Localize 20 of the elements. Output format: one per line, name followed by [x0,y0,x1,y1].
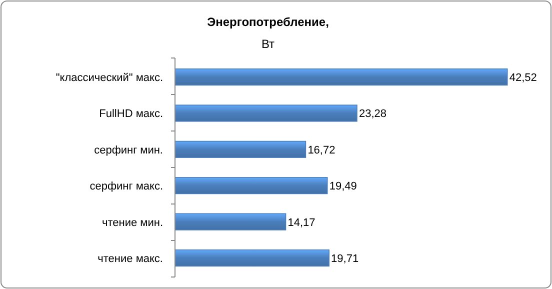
bar [174,177,328,194]
y-tick-label: "классический" макс. [56,72,163,84]
y-tick-label: чтение мин. [102,216,163,229]
bar [174,213,286,230]
data-label: 23,28 [358,108,386,120]
bar [174,104,358,122]
chart-subtitle: Вт [261,37,276,51]
data-label: 14,17 [288,216,316,229]
y-tick-label: чтение макс. [98,252,163,265]
data-label: 16,72 [308,144,336,156]
bar [174,68,508,86]
data-label: 19,71 [331,252,359,265]
y-tick-label: серфинг мин. [94,144,163,156]
bar [174,249,330,267]
bar [174,140,306,158]
y-tick-label: FullHD макс. [99,108,163,120]
y-tick-label: серфинг макс. [90,180,163,193]
chart-title: Энергопотребление, [207,15,329,29]
data-label: 19,49 [329,180,357,193]
data-label: 42,52 [509,72,537,84]
